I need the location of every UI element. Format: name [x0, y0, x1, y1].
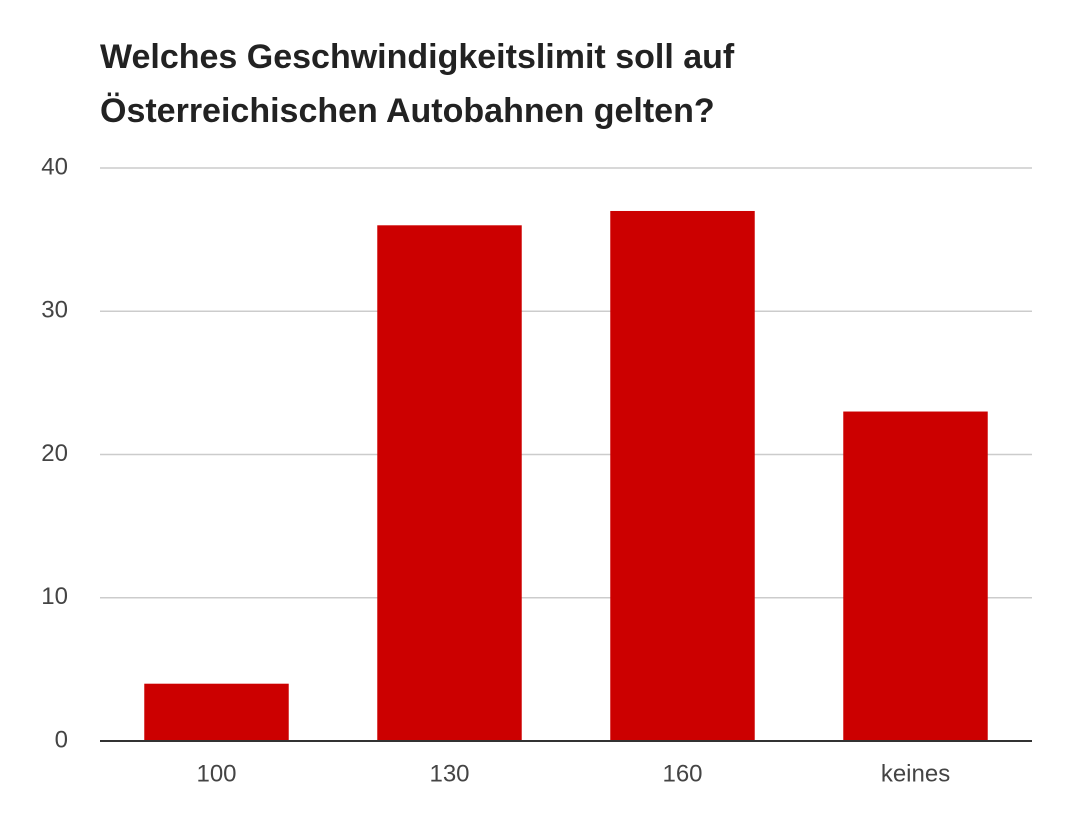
x-tick-label: 130	[429, 760, 469, 787]
x-tick-label: 160	[662, 760, 702, 787]
y-tick-label: 10	[41, 583, 68, 610]
x-tick-label: 100	[196, 760, 236, 787]
y-tick-label: 20	[41, 440, 68, 467]
y-tick-label: 40	[41, 153, 68, 180]
chart-title: Welches Geschwindigkeitslimit soll auf Ö…	[100, 38, 735, 130]
x-tick-label: keines	[881, 760, 950, 787]
bar	[843, 411, 988, 741]
bar	[610, 210, 755, 742]
y-tick-label: 0	[55, 726, 68, 753]
bar	[144, 683, 289, 741]
y-tick-label: 30	[41, 297, 68, 324]
bar	[377, 225, 522, 742]
